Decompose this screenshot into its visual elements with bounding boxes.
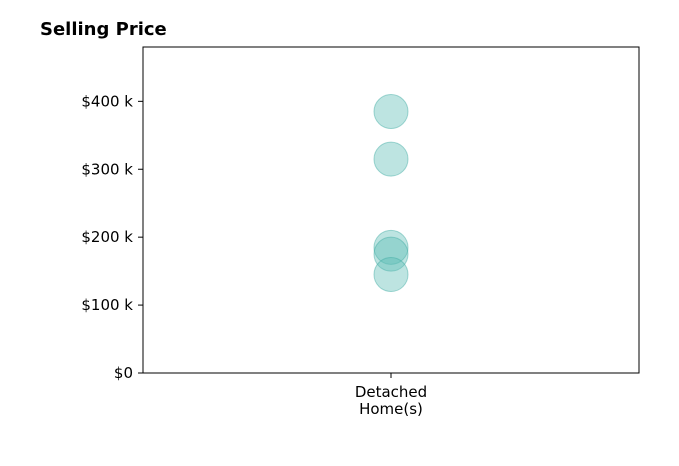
x-tick-label: Home(s) [359,400,423,418]
y-tick-label: $300 k [81,160,133,178]
data-point [373,236,409,272]
plot-area: $0 $100 k $200 k $300 k $400 k DetachedHome(s… [81,46,640,418]
x-tick-label: Detached [355,383,427,401]
data-point [373,257,409,293]
chart-title: Selling Price [40,19,167,40]
y-tick-label: $0 [114,364,133,382]
data-point [373,141,409,177]
y-tick-label: $400 k [81,92,133,110]
y-tick-label: $100 k [81,296,133,314]
data-point [373,229,409,265]
data-point [373,94,409,130]
y-tick-label: $200 k [81,228,133,246]
